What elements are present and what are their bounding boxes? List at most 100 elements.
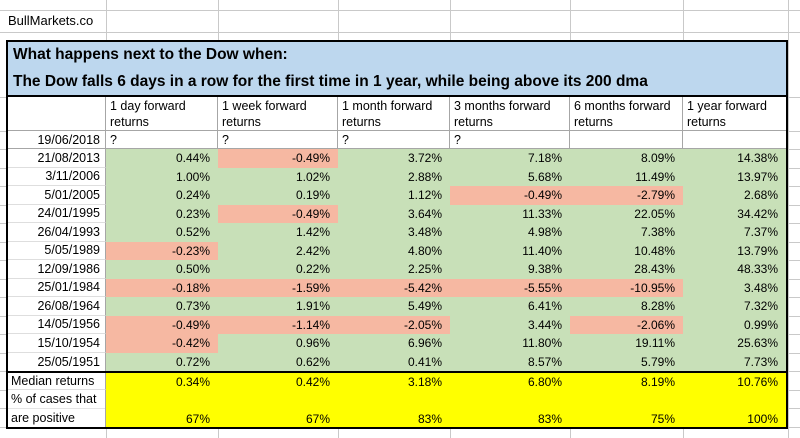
column-header-2[interactable]: 1 week forward returns [218, 97, 338, 130]
date-cell[interactable]: 21/08/2013 [8, 149, 106, 168]
pending-value-cell[interactable]: ? [338, 131, 450, 148]
brand-cell[interactable]: BullMarkets.co [8, 13, 94, 28]
value-cell[interactable]: 2.25% [338, 260, 450, 279]
value-cell[interactable]: 0.62% [218, 352, 338, 371]
value-cell[interactable]: 7.37% [683, 223, 786, 242]
value-cell[interactable]: 3.44% [450, 315, 570, 334]
date-cell[interactable]: 5/01/2005 [8, 186, 106, 205]
pending-value-cell[interactable] [570, 131, 683, 148]
value-cell[interactable]: 7.32% [683, 297, 786, 316]
value-cell[interactable]: 3.72% [338, 149, 450, 168]
value-cell[interactable]: -10.95% [570, 278, 683, 297]
percent-positive-value-cell[interactable]: 67% [106, 390, 218, 427]
pending-value-cell[interactable]: ? [450, 131, 570, 148]
value-cell[interactable]: -0.49% [106, 315, 218, 334]
value-cell[interactable]: 1.00% [106, 167, 218, 186]
value-cell[interactable]: 9.38% [450, 260, 570, 279]
value-cell[interactable]: 1.42% [218, 223, 338, 242]
value-cell[interactable]: 8.57% [450, 352, 570, 371]
value-cell[interactable]: 0.41% [338, 352, 450, 371]
median-value-cell[interactable]: 0.34% [106, 373, 218, 390]
value-cell[interactable]: 0.96% [218, 334, 338, 353]
column-header-6[interactable]: 1 year forward returns [687, 99, 767, 129]
date-cell[interactable]: 14/05/1956 [8, 315, 106, 334]
value-cell[interactable]: 28.43% [570, 260, 683, 279]
value-cell[interactable]: 0.99% [683, 315, 786, 334]
percent-positive-value-cell[interactable]: 83% [338, 390, 450, 427]
value-cell[interactable]: -5.42% [338, 278, 450, 297]
date-cell[interactable]: 26/04/1993 [8, 223, 106, 242]
median-value-cell[interactable]: 10.76% [683, 373, 786, 390]
date-cell[interactable]: 24/01/1995 [8, 204, 106, 223]
percent-positive-value-cell[interactable]: 100% [683, 390, 786, 427]
value-cell[interactable]: 11.49% [570, 167, 683, 186]
value-cell[interactable]: 3.48% [683, 278, 786, 297]
value-cell[interactable]: 11.80% [450, 334, 570, 353]
column-header-4[interactable]: 3 months forward returns [450, 97, 570, 130]
value-cell[interactable]: 0.50% [106, 260, 218, 279]
date-cell[interactable]: 25/05/1951 [8, 352, 106, 371]
value-cell[interactable]: 8.09% [570, 149, 683, 168]
value-cell[interactable]: 2.42% [218, 241, 338, 260]
value-cell[interactable]: 22.05% [570, 204, 683, 223]
value-cell[interactable]: 0.23% [106, 204, 218, 223]
value-cell[interactable]: 0.22% [218, 260, 338, 279]
value-cell[interactable]: -0.18% [106, 278, 218, 297]
value-cell[interactable]: 5.79% [570, 352, 683, 371]
value-cell[interactable]: -0.23% [106, 241, 218, 260]
value-cell[interactable]: 4.80% [338, 241, 450, 260]
value-cell[interactable]: -2.05% [338, 315, 450, 334]
value-cell[interactable]: 19.11% [570, 334, 683, 353]
column-header-1[interactable]: 1 day forward returns [106, 97, 218, 130]
column-header-5[interactable]: 6 months forward returns [570, 97, 683, 130]
date-cell[interactable]: 5/05/1989 [8, 241, 106, 260]
value-cell[interactable]: 34.42% [683, 204, 786, 223]
date-cell[interactable]: 19/06/2018 [8, 131, 106, 148]
value-cell[interactable]: -5.55% [450, 278, 570, 297]
median-value-cell[interactable]: 6.80% [450, 373, 570, 390]
value-cell[interactable]: 7.73% [683, 352, 786, 371]
value-cell[interactable]: 13.97% [683, 167, 786, 186]
value-cell[interactable]: 6.41% [450, 297, 570, 316]
value-cell[interactable]: 1.02% [218, 167, 338, 186]
date-cell[interactable]: 3/11/2006 [8, 167, 106, 186]
median-value-cell[interactable]: 3.18% [338, 373, 450, 390]
value-cell[interactable]: 2.68% [683, 186, 786, 205]
value-cell[interactable]: 0.52% [106, 223, 218, 242]
value-cell[interactable]: 1.91% [218, 297, 338, 316]
percent-positive-value-cell[interactable]: 67% [218, 390, 338, 427]
value-cell[interactable]: 5.68% [450, 167, 570, 186]
value-cell[interactable]: 13.79% [683, 241, 786, 260]
percent-positive-value-cell[interactable]: 83% [450, 390, 570, 427]
value-cell[interactable]: -0.49% [450, 186, 570, 205]
value-cell[interactable]: -2.79% [570, 186, 683, 205]
value-cell[interactable]: 8.28% [570, 297, 683, 316]
value-cell[interactable]: -0.49% [218, 204, 338, 223]
value-cell[interactable]: 1.12% [338, 186, 450, 205]
value-cell[interactable]: 3.64% [338, 204, 450, 223]
value-cell[interactable]: -0.49% [218, 149, 338, 168]
value-cell[interactable]: 5.49% [338, 297, 450, 316]
date-cell[interactable]: 26/08/1964 [8, 297, 106, 316]
value-cell[interactable]: 10.48% [570, 241, 683, 260]
value-cell[interactable]: 7.38% [570, 223, 683, 242]
value-cell[interactable]: -1.14% [218, 315, 338, 334]
value-cell[interactable]: 25.63% [683, 334, 786, 353]
date-cell[interactable]: 12/09/1986 [8, 260, 106, 279]
value-cell[interactable]: 0.73% [106, 297, 218, 316]
value-cell[interactable]: 6.96% [338, 334, 450, 353]
value-cell[interactable]: 0.19% [218, 186, 338, 205]
value-cell[interactable]: -2.06% [570, 315, 683, 334]
value-cell[interactable]: 0.72% [106, 352, 218, 371]
value-cell[interactable]: -0.42% [106, 334, 218, 353]
pending-value-cell[interactable]: ? [106, 131, 218, 148]
value-cell[interactable]: 7.18% [450, 149, 570, 168]
value-cell[interactable]: 48.33% [683, 260, 786, 279]
value-cell[interactable]: 3.48% [338, 223, 450, 242]
pending-value-cell[interactable]: ? [218, 131, 338, 148]
header-empty-cell[interactable] [8, 97, 106, 130]
value-cell[interactable]: -1.59% [218, 278, 338, 297]
median-value-cell[interactable]: 8.19% [570, 373, 683, 390]
value-cell[interactable]: 4.98% [450, 223, 570, 242]
median-label-cell[interactable]: Median returns [8, 373, 106, 390]
